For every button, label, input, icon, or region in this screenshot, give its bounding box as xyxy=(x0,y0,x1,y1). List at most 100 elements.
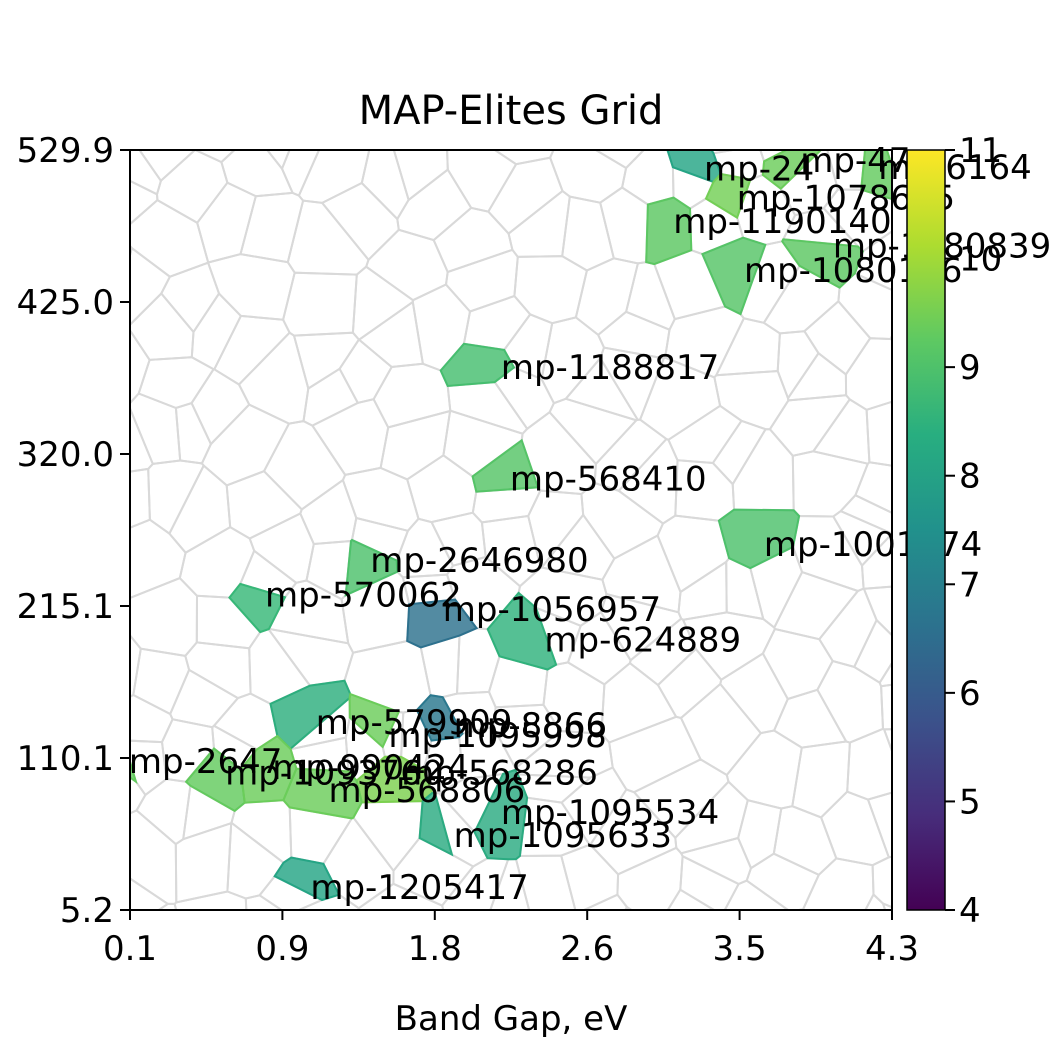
grid-cell xyxy=(321,914,393,977)
y-axis-ticks: 5.2 110.1 215.1 320.0 425.0 529.9 xyxy=(17,131,130,931)
elite-cell xyxy=(781,238,865,289)
grid-cell xyxy=(357,300,425,369)
grid-cell xyxy=(392,150,449,202)
grid-cell xyxy=(710,150,739,155)
grid-cell xyxy=(745,852,821,910)
elite-cell xyxy=(473,768,529,861)
x-axis-ticks: 0.1 0.9 1.8 2.6 3.5 4.3 xyxy=(103,910,919,969)
elite-cell xyxy=(418,791,454,857)
elite-cell xyxy=(645,196,693,266)
elite-cell xyxy=(130,758,138,785)
grid-cell xyxy=(406,454,478,524)
grid-cell xyxy=(225,470,303,540)
cell-label: mp-624889 xyxy=(544,620,741,660)
grid-cell xyxy=(130,809,178,905)
grid-cell xyxy=(357,882,445,910)
x-tick-label: 3.5 xyxy=(713,929,767,969)
grid-cell xyxy=(168,464,232,554)
grid-cell xyxy=(130,246,172,327)
cell-label: mp-568410 xyxy=(510,460,707,500)
grid-cell xyxy=(190,368,251,446)
grid-cell xyxy=(130,518,187,599)
grid-cell xyxy=(599,186,649,265)
elite-cell xyxy=(282,767,363,820)
grid-cell xyxy=(155,150,229,225)
elite-cell xyxy=(761,150,823,191)
grid-cell xyxy=(213,961,377,1050)
x-tick-label: 0.1 xyxy=(103,929,157,969)
grid-cell xyxy=(244,894,284,910)
cell-label: mp-6164 xyxy=(878,148,1031,188)
grid-cell xyxy=(746,0,978,137)
grid-cell xyxy=(791,740,851,819)
grid-cell xyxy=(772,688,848,749)
elite-cell xyxy=(860,150,892,201)
grid-cell xyxy=(507,189,571,258)
grid-cell xyxy=(862,585,892,637)
grid-cell xyxy=(882,728,892,754)
cell-label: mp-1001374 xyxy=(764,525,982,565)
elite-cell xyxy=(344,538,399,597)
grid-cell xyxy=(561,195,615,272)
colorbar-tick-label: 10 xyxy=(959,240,1002,280)
elite-cell xyxy=(704,172,752,220)
grid-cell xyxy=(843,959,930,1050)
grid-cell xyxy=(194,150,236,164)
grid-cell xyxy=(846,727,892,801)
cell-label: mp-1095534 xyxy=(501,793,719,833)
elite-cell xyxy=(355,755,434,804)
grid-cell xyxy=(341,466,420,532)
grid-cell xyxy=(936,689,1049,760)
grid-cell xyxy=(844,337,892,411)
grid-cell xyxy=(714,317,781,377)
x-tick-label: 1.8 xyxy=(408,929,462,969)
elite-cell xyxy=(239,734,298,804)
grid-cell xyxy=(725,729,803,810)
grid-cell xyxy=(310,398,390,477)
grid-cell xyxy=(282,271,358,337)
grid-cell xyxy=(130,198,210,278)
cell-label: mp-570062 xyxy=(265,576,462,616)
grid-cell xyxy=(679,682,763,777)
cell-label: mp-1095998 xyxy=(388,716,606,756)
x-tick-label: 0.9 xyxy=(255,929,309,969)
grid-cell xyxy=(616,846,684,910)
cell-label: mp-990424 xyxy=(272,748,469,788)
elite-cell xyxy=(348,692,401,749)
cell-label: mp-2646980 xyxy=(370,541,588,581)
colorbar-tick-label: 8 xyxy=(959,457,981,497)
grid-cell xyxy=(138,150,197,183)
grid-cell xyxy=(760,953,859,1050)
grid-cell xyxy=(200,403,291,487)
colorbar-ticks: 4 5 6 7 8 9 10 11 xyxy=(945,131,1002,931)
grid-cell xyxy=(731,428,795,512)
grid-cell xyxy=(871,855,892,909)
grid-cell xyxy=(444,248,519,313)
grid-cell xyxy=(237,331,310,425)
grid-cell xyxy=(446,150,518,213)
x-tick-label: 4.3 xyxy=(865,929,919,969)
grid-cell xyxy=(267,627,355,687)
grid-cell xyxy=(292,331,361,391)
y-tick-label: 425.0 xyxy=(17,283,114,323)
grid-cell xyxy=(866,791,892,859)
x-tick-label: 2.6 xyxy=(560,929,614,969)
elite-cell xyxy=(486,591,558,671)
cell-label: mp-24 xyxy=(704,150,814,190)
grid-cell xyxy=(297,150,371,204)
grid-cell xyxy=(462,294,532,351)
elite-cell xyxy=(406,598,479,649)
grid-cell xyxy=(166,947,233,1050)
grid-cell xyxy=(803,299,872,376)
grid-cell xyxy=(352,800,424,873)
cell-label: mp-2647 xyxy=(129,742,283,782)
elite-cell xyxy=(415,694,464,742)
grid-cell xyxy=(723,879,790,910)
grid-cell xyxy=(667,404,743,465)
elite-cell xyxy=(701,236,767,316)
grid-cell xyxy=(379,409,452,481)
grid-cell xyxy=(624,261,676,331)
cell-label: mp-1190140 xyxy=(673,202,891,242)
y-tick-label: 529.9 xyxy=(17,131,114,171)
y-tick-label: 110.1 xyxy=(17,739,114,779)
